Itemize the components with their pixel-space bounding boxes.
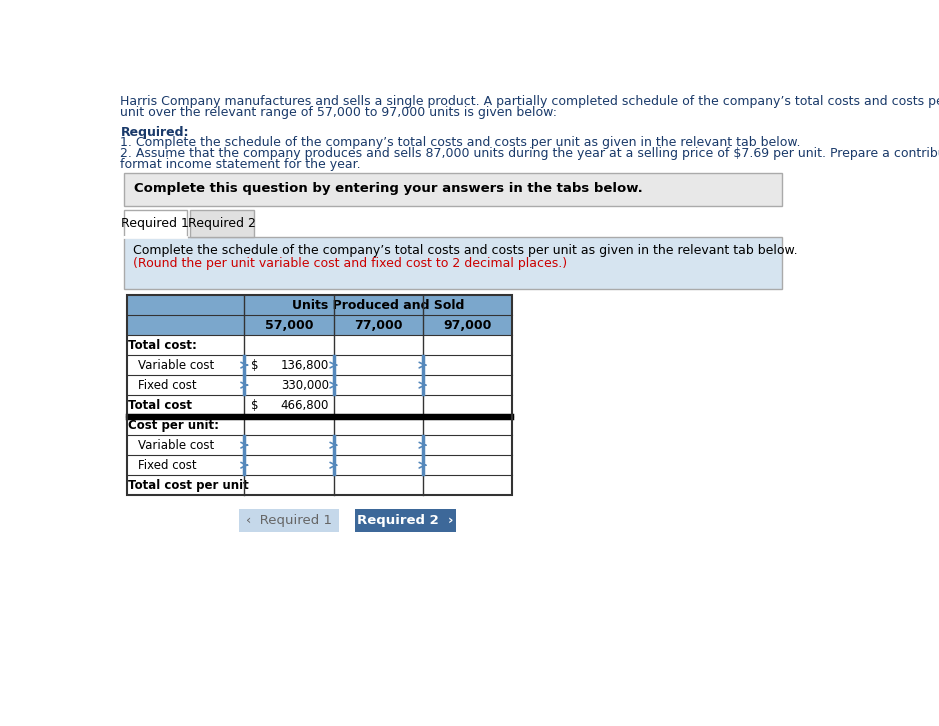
Text: Variable cost: Variable cost	[137, 359, 214, 372]
Text: ‹  Required 1: ‹ Required 1	[246, 515, 332, 528]
Bar	[127, 435, 512, 455]
Bar	[127, 295, 244, 315]
Bar	[127, 295, 512, 315]
Text: Complete this question by entering your answers in the tabs below.: Complete this question by entering your …	[134, 182, 643, 195]
Bar	[124, 211, 187, 237]
Bar	[239, 509, 339, 532]
Text: format income statement for the year.: format income statement for the year.	[120, 158, 362, 171]
Text: (Round the per unit variable cost and fixed cost to 2 decimal places.): (Round the per unit variable cost and fi…	[133, 256, 567, 269]
Bar	[127, 476, 512, 495]
Text: Complete the schedule of the company’s total costs and costs per unit as given i: Complete the schedule of the company’s t…	[133, 244, 797, 257]
Bar	[127, 395, 512, 415]
Text: Variable cost: Variable cost	[137, 439, 214, 452]
Text: 57,000: 57,000	[265, 319, 314, 332]
Text: 136,800: 136,800	[281, 359, 329, 372]
Text: Required 2: Required 2	[188, 217, 256, 230]
Text: Cost per unit:: Cost per unit:	[129, 419, 219, 432]
Bar	[124, 174, 782, 205]
Text: Required:: Required:	[120, 126, 189, 139]
Bar	[127, 335, 512, 355]
Text: 1. Complete the schedule of the company’s total costs and costs per unit as give: 1. Complete the schedule of the company’…	[120, 136, 801, 150]
Bar	[355, 509, 455, 532]
Text: Required 2  ›: Required 2 ›	[357, 515, 454, 528]
Text: Fixed cost: Fixed cost	[137, 379, 196, 392]
Text: 2. Assume that the company produces and sells 87,000 units during the year at a : 2. Assume that the company produces and …	[120, 147, 939, 160]
Bar	[124, 236, 186, 238]
Text: 330,000: 330,000	[281, 379, 329, 392]
Bar	[127, 375, 512, 395]
Text: unit over the relevant range of 57,000 to 97,000 units is given below:: unit over the relevant range of 57,000 t…	[120, 105, 558, 118]
Bar	[127, 295, 512, 495]
Text: Total cost:: Total cost:	[129, 339, 197, 352]
Text: Units Produced and Sold: Units Produced and Sold	[292, 299, 465, 312]
Text: $: $	[251, 399, 258, 412]
Bar	[127, 315, 512, 335]
Text: Total cost: Total cost	[129, 399, 192, 412]
Text: 466,800: 466,800	[281, 399, 329, 412]
Bar	[127, 355, 512, 375]
Bar	[127, 455, 512, 476]
Text: Fixed cost: Fixed cost	[137, 459, 196, 472]
Text: $: $	[251, 359, 258, 372]
Text: Required 1: Required 1	[121, 217, 190, 230]
Text: Total cost per unit: Total cost per unit	[129, 479, 249, 492]
Text: 97,000: 97,000	[443, 319, 491, 332]
Text: 77,000: 77,000	[354, 319, 403, 332]
Bar	[124, 237, 782, 289]
Bar	[127, 415, 512, 435]
Text: Harris Company manufactures and sells a single product. A partially completed sc: Harris Company manufactures and sells a …	[120, 95, 939, 108]
Bar	[191, 211, 254, 237]
